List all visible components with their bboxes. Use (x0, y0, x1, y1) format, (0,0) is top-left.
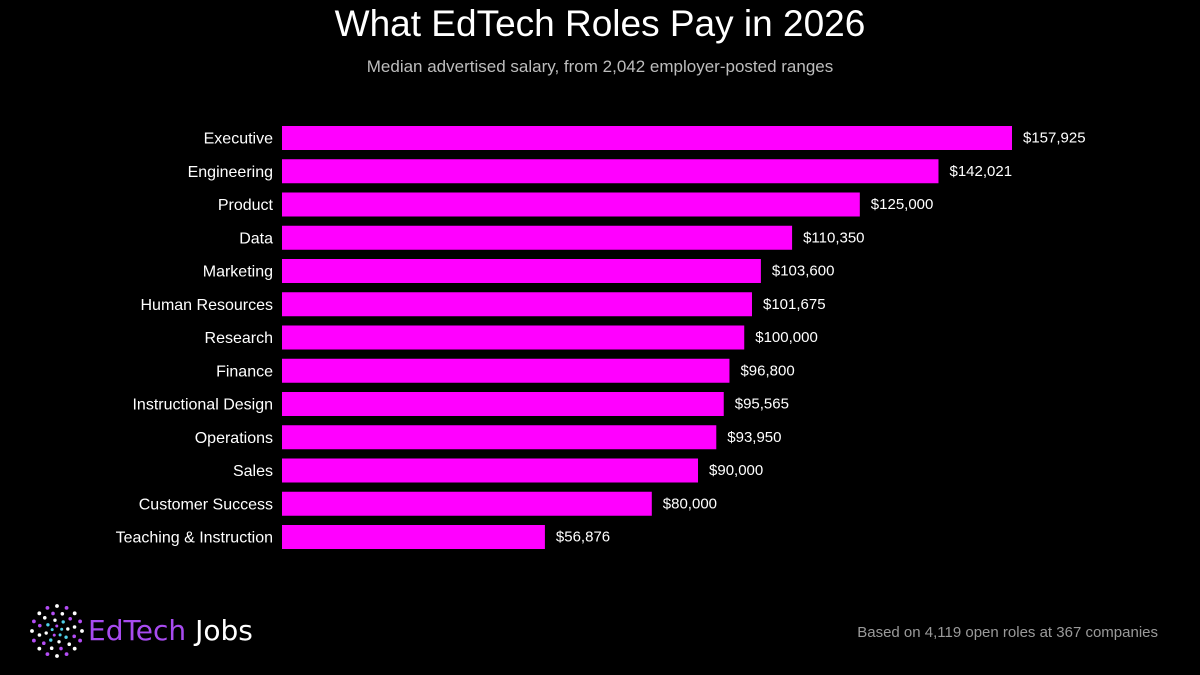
brand-name-edtech: EdTech (88, 614, 187, 647)
value-label: $157,925 (1023, 130, 1086, 147)
logo-dot (49, 646, 54, 650)
category-label: Data (239, 230, 273, 247)
logo-dot (50, 628, 54, 632)
logo-dot (37, 611, 42, 616)
logo-dot (80, 629, 84, 633)
logo-dot (53, 618, 57, 622)
category-label: Teaching & Instruction (116, 530, 273, 547)
logo-dot (61, 620, 65, 624)
logo-dot (32, 619, 36, 624)
value-label: $103,600 (772, 263, 835, 280)
category-label: Operations (195, 430, 273, 447)
logo-dot (52, 633, 56, 637)
brand-name: EdTech Jobs (88, 614, 253, 648)
category-label: Finance (216, 363, 273, 380)
logo-dot (60, 627, 64, 631)
bar (282, 358, 730, 383)
logo-dot (64, 606, 69, 610)
logo-dot (42, 641, 46, 646)
bar (282, 292, 752, 317)
logo-dot (72, 634, 76, 639)
category-label: Product (218, 197, 274, 214)
category-label: Sales (233, 463, 273, 480)
logo-dot (37, 633, 42, 637)
bar (282, 225, 793, 250)
value-label: $110,350 (803, 229, 864, 246)
logo-dot (32, 638, 36, 643)
logo-dot (78, 638, 82, 643)
brand-name-jobs-text: Jobs (195, 614, 253, 647)
logo-dot (64, 652, 69, 656)
logo-dot (67, 642, 72, 646)
value-label: $90,000 (709, 462, 763, 479)
chart-title: What EdTech Roles Pay in 2026 (334, 3, 866, 44)
category-label: Executive (204, 131, 273, 148)
logo-dot (44, 631, 48, 635)
value-label: $93,950 (727, 429, 781, 446)
logo-dot (51, 611, 55, 616)
value-label: $100,000 (755, 329, 818, 346)
logo-dot (72, 625, 77, 629)
bar (282, 392, 724, 416)
logo-dot (64, 635, 68, 639)
bar (282, 126, 1012, 150)
logo-dot (30, 629, 34, 633)
bar (282, 425, 717, 450)
logo-dot (60, 612, 65, 616)
dotted-starburst-icon (30, 604, 84, 658)
logo-dot (72, 611, 77, 616)
logo-dot (68, 616, 72, 621)
logo-dot (45, 606, 50, 610)
bar (282, 491, 652, 516)
footnote: Based on 4,119 open roles at 367 compani… (857, 624, 1158, 641)
logo-dot (72, 646, 77, 651)
bar (282, 525, 545, 549)
category-label: Human Resources (141, 297, 274, 314)
edtech-jobs-logo: EdTech Jobs (30, 601, 253, 661)
bar (282, 192, 860, 217)
logo-dot (55, 654, 59, 658)
bar (282, 458, 699, 483)
category-label: Marketing (203, 264, 273, 281)
brand-name-jobs: Jobs (186, 614, 253, 647)
logo-dot (38, 623, 42, 628)
logo-dot (78, 619, 82, 624)
logo-dot (66, 627, 70, 631)
logo-dot (57, 640, 61, 644)
logo-dot (42, 616, 47, 620)
logo-dot (46, 623, 50, 627)
value-label: $80,000 (663, 495, 717, 512)
logo-dot (55, 604, 59, 608)
category-label: Customer Success (139, 496, 273, 513)
category-label: Research (205, 330, 273, 347)
value-label: $142,021 (949, 163, 1012, 180)
logo-dot (55, 624, 59, 628)
logo-dot (59, 646, 63, 651)
logo-dot (49, 638, 53, 642)
category-label: Engineering (188, 164, 273, 181)
logo-dot (37, 646, 42, 651)
bar (282, 159, 939, 184)
logo-dot (58, 633, 62, 637)
bar (282, 325, 745, 350)
logo-dot (45, 652, 50, 656)
category-label: Instructional Design (132, 397, 273, 414)
chart-subtitle: Median advertised salary, from 2,042 emp… (366, 57, 834, 76)
value-label: $101,675 (763, 296, 826, 313)
value-label: $56,876 (556, 529, 610, 546)
value-label: $96,800 (740, 362, 794, 379)
bar (282, 259, 761, 283)
value-label: $95,565 (735, 396, 789, 413)
value-label: $125,000 (871, 196, 934, 213)
